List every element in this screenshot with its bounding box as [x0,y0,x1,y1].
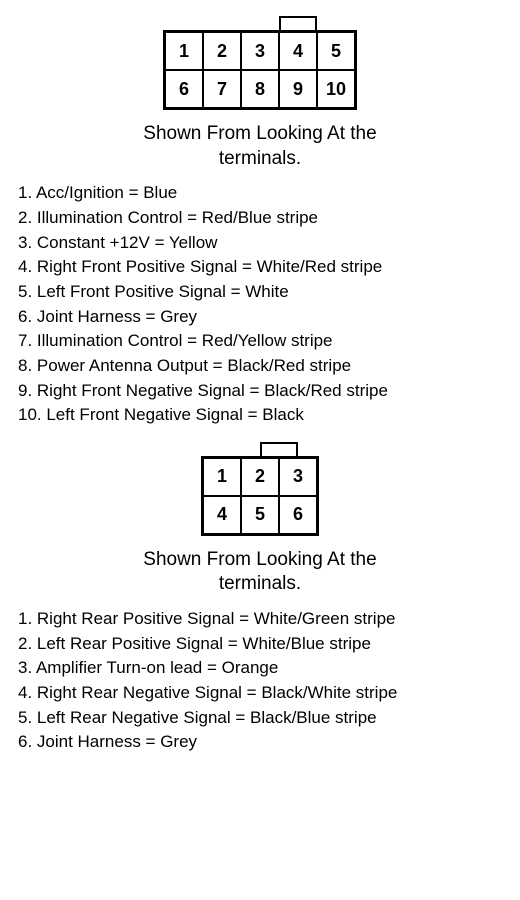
pin-desc-3: 3. Amplifier Turn-on lead = Orange [18,656,508,681]
pin-desc-2: 2. Left Rear Positive Signal = White/Blu… [18,632,508,657]
pin-cell-6: 6 [165,70,203,108]
pin-desc-2: 2. Illumination Control = Red/Blue strip… [18,206,508,231]
connector-b-diagram: 123456 [12,442,508,536]
caption-a-line2: terminals. [219,148,301,169]
connector-a-notch-row [203,16,317,30]
connector-b-list: 1. Right Rear Positive Signal = White/Gr… [18,607,508,755]
pin-desc-8: 8. Power Antenna Output = Black/Red stri… [18,354,508,379]
connector-a-diagram: 12345 678910 [12,16,508,110]
pin-desc-4: 4. Right Rear Negative Signal = Black/Wh… [18,681,508,706]
connector-b-caption: Shown From Looking At the terminals. [12,548,508,597]
pin-desc-5: 5. Left Front Positive Signal = White [18,280,508,305]
pin-desc-1: 1. Right Rear Positive Signal = White/Gr… [18,607,508,632]
connector-b-notch-row [222,442,298,456]
pin-cell-1: 1 [203,458,241,496]
pin-cell-3: 3 [279,458,317,496]
pin-cell-9: 9 [279,70,317,108]
pin-desc-1: 1. Acc/Ignition = Blue [18,181,508,206]
pin-desc-4: 4. Right Front Positive Signal = White/R… [18,255,508,280]
pin-cell-1: 1 [165,32,203,70]
connector-a-grid: 12345 678910 [163,30,357,110]
pin-desc-5: 5. Left Rear Negative Signal = Black/Blu… [18,706,508,731]
connector-b-notch [260,442,298,456]
pin-desc-6: 6. Joint Harness = Grey [18,730,508,755]
pin-cell-10: 10 [317,70,355,108]
connector-b: 123456 [201,442,319,536]
caption-b-line2: terminals. [219,573,301,594]
pin-cell-4: 4 [279,32,317,70]
pin-cell-6: 6 [279,496,317,534]
pin-cell-3: 3 [241,32,279,70]
pin-desc-7: 7. Illumination Control = Red/Yellow str… [18,329,508,354]
connector-a-notch [279,16,317,30]
pin-cell-2: 2 [203,32,241,70]
connector-a-caption: Shown From Looking At the terminals. [12,122,508,171]
pin-desc-6: 6. Joint Harness = Grey [18,305,508,330]
caption-b-line1: Shown From Looking At the [143,549,376,570]
connector-a: 12345 678910 [163,16,357,110]
pin-desc-10: 10. Left Front Negative Signal = Black [18,403,508,428]
pin-desc-9: 9. Right Front Negative Signal = Black/R… [18,379,508,404]
pin-cell-5: 5 [241,496,279,534]
pin-cell-8: 8 [241,70,279,108]
pin-cell-7: 7 [203,70,241,108]
pin-cell-2: 2 [241,458,279,496]
connector-a-list: 1. Acc/Ignition = Blue2. Illumination Co… [18,181,508,427]
connector-b-grid: 123456 [201,456,319,536]
pin-desc-3: 3. Constant +12V = Yellow [18,231,508,256]
caption-a-line1: Shown From Looking At the [143,123,376,144]
pin-cell-4: 4 [203,496,241,534]
pin-cell-5: 5 [317,32,355,70]
